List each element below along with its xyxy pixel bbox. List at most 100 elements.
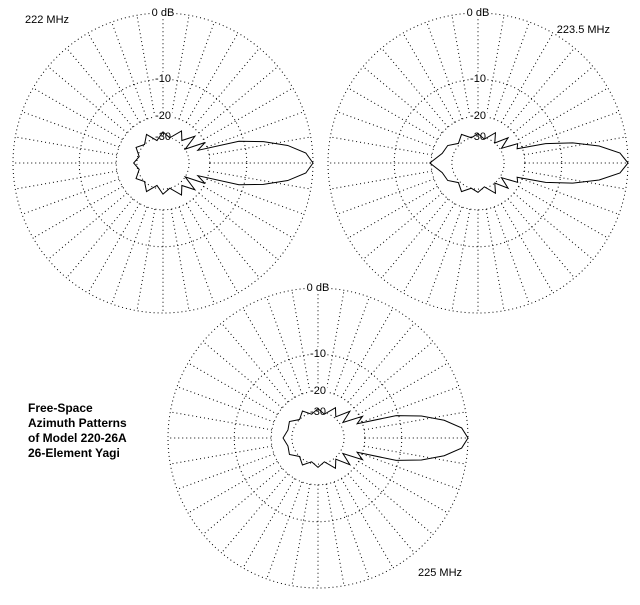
- spoke: [47, 66, 128, 134]
- spoke: [208, 136, 311, 156]
- r-tick-label: -30: [470, 131, 486, 143]
- spoke: [358, 460, 449, 514]
- r-tick-label: -20: [470, 110, 486, 122]
- spoke: [362, 192, 443, 260]
- spoke: [507, 47, 575, 128]
- r-tick-label: 0 dB: [467, 7, 490, 19]
- pattern-line: [429, 131, 629, 195]
- annotation: Azimuth Patterns: [28, 416, 127, 430]
- spoke: [187, 460, 278, 514]
- spoke: [136, 208, 156, 311]
- spoke: [347, 473, 415, 554]
- spoke: [87, 32, 141, 123]
- grid-ring: [12, 12, 314, 314]
- pattern-line: [132, 130, 314, 196]
- spoke: [203, 185, 294, 239]
- spoke: [347, 185, 438, 239]
- spoke: [347, 322, 415, 403]
- spoke: [500, 32, 554, 123]
- chart-title: 225 MHz: [418, 567, 462, 579]
- chart-title: 222 MHz: [25, 14, 69, 26]
- spoke: [87, 203, 141, 294]
- spoke: [507, 198, 575, 279]
- r-tick-label: -20: [310, 385, 326, 397]
- grid-ring: [233, 353, 403, 523]
- r-tick-label: -30: [155, 131, 171, 143]
- spoke: [32, 185, 123, 239]
- spoke: [66, 198, 134, 279]
- r-tick-label: -20: [155, 110, 171, 122]
- spoke: [362, 66, 443, 134]
- spoke: [485, 15, 505, 118]
- spoke: [242, 307, 296, 398]
- r-tick-label: -10: [310, 348, 326, 360]
- annotation: Free-Space: [28, 401, 93, 415]
- grid-ring: [270, 390, 366, 486]
- r-tick-label: 0 dB: [307, 282, 330, 294]
- spoke: [513, 192, 594, 260]
- spoke: [242, 478, 296, 569]
- grid-ring: [327, 12, 629, 314]
- spoke: [358, 362, 449, 416]
- spoke: [291, 483, 311, 586]
- spoke: [485, 208, 505, 311]
- spoke: [325, 290, 345, 393]
- spoke: [15, 136, 118, 156]
- spoke: [523, 170, 626, 190]
- pattern-line: [282, 406, 469, 470]
- spoke: [66, 47, 134, 128]
- spoke: [208, 170, 311, 190]
- grid-ring: [451, 136, 505, 190]
- spoke: [330, 170, 433, 190]
- spoke: [363, 445, 466, 465]
- r-tick-label: -10: [155, 73, 171, 85]
- spoke: [170, 445, 273, 465]
- spoke: [221, 473, 289, 554]
- spoke: [221, 322, 289, 403]
- spoke: [187, 362, 278, 416]
- grid-ring: [136, 136, 190, 190]
- spoke: [451, 15, 471, 118]
- annotation: of Model 220-26A: [28, 431, 127, 445]
- grid-ring: [78, 78, 248, 248]
- grid-ring: [430, 115, 526, 211]
- spoke: [32, 87, 123, 141]
- spoke: [185, 32, 239, 123]
- grid-ring: [167, 287, 469, 589]
- spoke: [402, 203, 456, 294]
- spoke: [15, 170, 118, 190]
- spoke: [47, 192, 128, 260]
- spoke: [202, 467, 283, 535]
- spoke: [203, 87, 294, 141]
- spoke: [192, 47, 260, 128]
- spoke: [518, 185, 609, 239]
- spoke: [500, 203, 554, 294]
- spoke: [363, 411, 466, 431]
- spoke: [170, 411, 273, 431]
- spoke: [381, 198, 449, 279]
- spoke: [523, 136, 626, 156]
- annotation: 26-Element Yagi: [28, 446, 120, 460]
- spoke: [353, 341, 434, 409]
- spoke: [330, 136, 433, 156]
- spoke: [353, 467, 434, 535]
- spoke: [198, 66, 279, 134]
- r-tick-label: 0 dB: [152, 7, 175, 19]
- grid-ring: [291, 411, 345, 465]
- spoke: [513, 66, 594, 134]
- spoke: [325, 483, 345, 586]
- r-tick-label: -10: [470, 73, 486, 85]
- spoke: [402, 32, 456, 123]
- spoke: [340, 307, 394, 398]
- spoke: [340, 478, 394, 569]
- spoke: [170, 15, 190, 118]
- spoke: [347, 87, 438, 141]
- spoke: [136, 15, 156, 118]
- spoke: [291, 290, 311, 393]
- spoke: [198, 192, 279, 260]
- r-tick-label: -30: [310, 406, 326, 418]
- grid-ring: [115, 115, 211, 211]
- spoke: [381, 47, 449, 128]
